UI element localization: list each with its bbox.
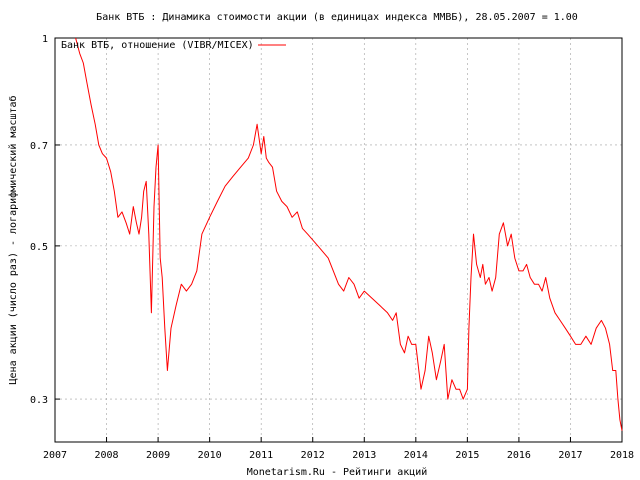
plot-frame: [54, 37, 623, 443]
y-tick-label: 0.7: [30, 141, 48, 152]
legend-label: Банк ВТБ, отношение (VIBR/MICEX): [61, 40, 254, 51]
y-tick-label: 1: [42, 34, 48, 45]
x-tick-label: 2018: [610, 450, 634, 461]
y-tick-label: 0.3: [30, 395, 48, 406]
x-tick-label: 2009: [146, 450, 170, 461]
x-tick-label: 2014: [404, 450, 428, 461]
x-tick-label: 2010: [198, 450, 222, 461]
x-tick-label: 2015: [455, 450, 479, 461]
series-layer: [75, 37, 623, 431]
x-tick-label: 2016: [507, 450, 531, 461]
x-tick-label: 2008: [94, 450, 118, 461]
grid: [55, 38, 622, 442]
chart-title: Банк ВТБ : Динамика стоимости акции (в е…: [96, 12, 578, 23]
x-tick-label: 2011: [249, 450, 273, 461]
legend: Банк ВТБ, отношение (VIBR/MICEX): [61, 40, 286, 51]
y-axis-label: Цена акции (число раз) - логарифмический…: [7, 96, 19, 385]
series-line-0: [75, 37, 623, 431]
ticks: 2007 2008 2009 2010 2011 2012 2013 2014 2015 2016…: [30, 34, 634, 461]
x-tick-label: 2017: [558, 450, 582, 461]
x-tick-label: 2012: [301, 450, 325, 461]
y-tick-label: 0.5: [30, 242, 48, 253]
x-tick-label: 2007: [43, 450, 67, 461]
x-tick-label: 2013: [352, 450, 376, 461]
x-axis-label: Monetarism.Ru - Рейтинги акций: [247, 466, 428, 478]
